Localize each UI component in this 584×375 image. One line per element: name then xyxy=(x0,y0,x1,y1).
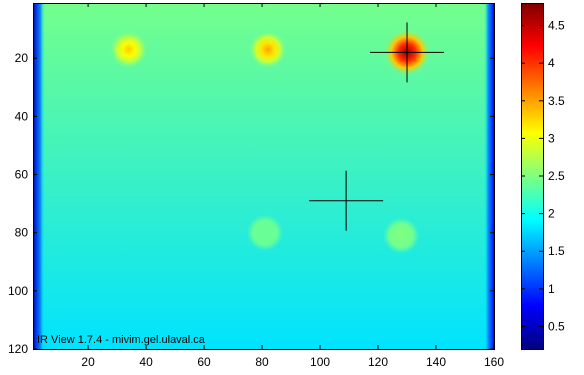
hot-spot xyxy=(383,217,420,254)
watermark-text: IR View 1.7.4 - mivim.gel.ulaval.ca xyxy=(37,334,206,346)
x-tick-label: 40 xyxy=(139,355,153,369)
colorbar: 0.5 1 1.5 2 2.5 3 3.5 4 4.5 xyxy=(521,3,565,350)
colorbar-tick-label: 4.5 xyxy=(548,19,565,33)
heatmap-edges xyxy=(33,3,494,349)
hot-spot xyxy=(109,30,148,69)
left-edge-band xyxy=(33,3,45,349)
x-tick-label: 20 xyxy=(81,355,95,369)
y-tick-label: 40 xyxy=(15,109,29,123)
x-tick-label: 60 xyxy=(197,355,211,369)
colorbar-tick-label: 2.5 xyxy=(548,169,565,183)
x-tick-label: 100 xyxy=(310,355,330,369)
x-tick-label: 80 xyxy=(255,355,269,369)
colorbar-tick-label: 4 xyxy=(548,56,555,70)
plot-frame xyxy=(33,3,495,350)
y-tick-label: 60 xyxy=(15,168,29,182)
x-tick-label: 140 xyxy=(426,355,446,369)
y-axis: 20 40 60 80 100 120 xyxy=(8,51,494,356)
y-tick-label: 100 xyxy=(8,284,28,298)
colorbar-gradient xyxy=(521,3,543,349)
colorbar-tick-label: 3 xyxy=(548,131,555,145)
colorbar-tick-label: 3.5 xyxy=(548,94,565,108)
heatmap-plot: IR View 1.7.4 - mivim.gel.ulaval.ca xyxy=(33,3,495,350)
y-tick-label: 20 xyxy=(15,51,29,65)
right-edge-band xyxy=(484,3,494,349)
hot-spot xyxy=(246,214,283,251)
colorbar-tick-label: 1.5 xyxy=(548,244,565,258)
crosshairs xyxy=(309,22,445,231)
y-tick-label: 80 xyxy=(15,226,29,240)
y-tick-label: 120 xyxy=(8,342,28,356)
colorbar-tick-label: 2 xyxy=(548,207,555,221)
colorbar-tick-label: 1 xyxy=(548,282,555,296)
colorbar-tick-label: 0.5 xyxy=(548,319,565,333)
x-tick-label: 120 xyxy=(368,355,388,369)
hot-spot xyxy=(248,30,287,69)
x-axis: 20 40 60 80 100 120 140 160 xyxy=(81,3,504,369)
colorbar-ticks: 0.5 1 1.5 2 2.5 3 3.5 4 4.5 xyxy=(521,19,565,333)
x-tick-label: 160 xyxy=(484,355,504,369)
